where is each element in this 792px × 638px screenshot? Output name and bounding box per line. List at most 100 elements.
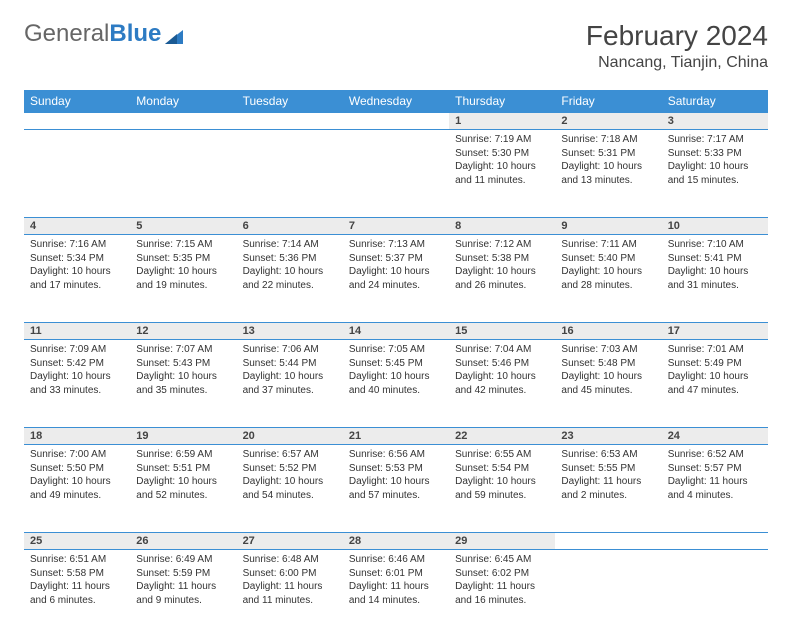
day-number-cell: 29 <box>449 533 555 550</box>
sunrise-label: Sunrise: 6:48 AM <box>243 553 337 567</box>
day-number-cell: 28 <box>343 533 449 550</box>
sunset-label: Sunset: 5:50 PM <box>30 462 124 476</box>
daylight-label: Daylight: 10 hours and 57 minutes. <box>349 475 443 502</box>
day-cell: Sunrise: 7:07 AMSunset: 5:43 PMDaylight:… <box>130 340 236 428</box>
day-cell: Sunrise: 7:04 AMSunset: 5:46 PMDaylight:… <box>449 340 555 428</box>
sunrise-label: Sunrise: 7:15 AM <box>136 238 230 252</box>
daylight-label: Daylight: 10 hours and 26 minutes. <box>455 265 549 292</box>
day-number-cell: 26 <box>130 533 236 550</box>
day-cell: Sunrise: 6:48 AMSunset: 6:00 PMDaylight:… <box>237 550 343 638</box>
sunset-label: Sunset: 5:34 PM <box>30 252 124 266</box>
sunset-label: Sunset: 5:49 PM <box>668 357 762 371</box>
day-cell: Sunrise: 6:53 AMSunset: 5:55 PMDaylight:… <box>555 445 661 533</box>
day-header: Saturday <box>662 90 768 113</box>
day-header: Wednesday <box>343 90 449 113</box>
sunrise-label: Sunrise: 7:01 AM <box>668 343 762 357</box>
day-number-cell: 23 <box>555 428 661 445</box>
sunset-label: Sunset: 5:51 PM <box>136 462 230 476</box>
daynum-row: 18192021222324 <box>24 428 768 445</box>
sunset-label: Sunset: 5:59 PM <box>136 567 230 581</box>
daylight-label: Daylight: 10 hours and 15 minutes. <box>668 160 762 187</box>
location-label: Nancang, Tianjin, China <box>586 54 768 72</box>
sunset-label: Sunset: 5:42 PM <box>30 357 124 371</box>
daynum-row: 2526272829 <box>24 533 768 550</box>
daylight-label: Daylight: 11 hours and 14 minutes. <box>349 580 443 607</box>
day-number-cell <box>237 113 343 130</box>
day-number-cell: 15 <box>449 323 555 340</box>
week-row: Sunrise: 6:51 AMSunset: 5:58 PM Daylight:… <box>24 550 768 638</box>
day-number-cell: 2 <box>555 113 661 130</box>
day-cell: Sunrise: 6:55 AMSunset: 5:54 PMDaylight:… <box>449 445 555 533</box>
day-number-cell: 19 <box>130 428 236 445</box>
day-number-cell: 6 <box>237 218 343 235</box>
sunset-label: Sunset: 5:48 PM <box>561 357 655 371</box>
brand-part2: Blue <box>109 20 161 48</box>
sunset-label: Sunset: 5:58 PM <box>30 567 124 581</box>
sunset-label: Sunset: 5:31 PM <box>561 147 655 161</box>
sunrise-label: Sunrise: 7:12 AM <box>455 238 549 252</box>
week-row: Sunrise: 7:16 AMSunset: 5:34 PMDaylight:… <box>24 235 768 323</box>
sunrise-label: Sunrise: 7:14 AM <box>243 238 337 252</box>
sunrise-label: Sunrise: 6:51 AM <box>30 553 124 567</box>
day-number-cell: 7 <box>343 218 449 235</box>
day-cell: Sunrise: 7:06 AMSunset: 5:44 PMDaylight:… <box>237 340 343 428</box>
daylight-label: Daylight: 10 hours and 19 minutes. <box>136 265 230 292</box>
sunrise-label: Sunrise: 7:11 AM <box>561 238 655 252</box>
title-block: February 2024 Nancang, Tianjin, China <box>586 20 768 72</box>
sunrise-label: Sunrise: 7:07 AM <box>136 343 230 357</box>
daynum-row: 123 <box>24 113 768 130</box>
sunrise-label: Sunrise: 7:04 AM <box>455 343 549 357</box>
day-number-cell: 24 <box>662 428 768 445</box>
daylight-label: Daylight: 10 hours and 31 minutes. <box>668 265 762 292</box>
daylight-label: Daylight: 10 hours and 11 minutes. <box>455 160 549 187</box>
sunrise-label: Sunrise: 7:10 AM <box>668 238 762 252</box>
month-title: February 2024 <box>586 20 768 52</box>
day-number-cell: 1 <box>449 113 555 130</box>
day-cell: Sunrise: 7:05 AMSunset: 5:45 PMDaylight:… <box>343 340 449 428</box>
day-number-cell: 27 <box>237 533 343 550</box>
day-cell: Sunrise: 7:00 AMSunset: 5:50 PMDaylight:… <box>24 445 130 533</box>
day-cell <box>130 130 236 218</box>
day-cell <box>343 130 449 218</box>
day-number-cell: 14 <box>343 323 449 340</box>
sunset-label: Sunset: 5:36 PM <box>243 252 337 266</box>
sunrise-label: Sunrise: 6:53 AM <box>561 448 655 462</box>
day-number-cell: 25 <box>24 533 130 550</box>
day-number-cell: 17 <box>662 323 768 340</box>
day-cell: Sunrise: 7:09 AMSunset: 5:42 PMDaylight:… <box>24 340 130 428</box>
sunrise-label: Sunrise: 6:55 AM <box>455 448 549 462</box>
sunrise-label: Sunrise: 7:19 AM <box>455 133 549 147</box>
day-number-cell <box>24 113 130 130</box>
daylight-label: Daylight: 10 hours and 47 minutes. <box>668 370 762 397</box>
daylight-label: Daylight: 10 hours and 40 minutes. <box>349 370 443 397</box>
day-cell <box>237 130 343 218</box>
sunrise-label: Sunrise: 6:56 AM <box>349 448 443 462</box>
day-number-cell: 16 <box>555 323 661 340</box>
daylight-label: Daylight: 10 hours and 24 minutes. <box>349 265 443 292</box>
sunset-label: Sunset: 5:55 PM <box>561 462 655 476</box>
day-number-cell: 3 <box>662 113 768 130</box>
sunset-label: Sunset: 5:53 PM <box>349 462 443 476</box>
daylight-label: Daylight: 10 hours and 52 minutes. <box>136 475 230 502</box>
sunrise-label: Sunrise: 6:49 AM <box>136 553 230 567</box>
daylight-label: Daylight: 11 hours and 2 minutes. <box>561 475 655 502</box>
daylight-label: Daylight: 10 hours and 35 minutes. <box>136 370 230 397</box>
sunrise-label: Sunrise: 7:18 AM <box>561 133 655 147</box>
sunset-label: Sunset: 5:38 PM <box>455 252 549 266</box>
day-number-cell: 9 <box>555 218 661 235</box>
daynum-row: 45678910 <box>24 218 768 235</box>
day-header: Friday <box>555 90 661 113</box>
day-number-cell: 21 <box>343 428 449 445</box>
day-cell: Sunrise: 6:52 AMSunset: 5:57 PMDaylight:… <box>662 445 768 533</box>
day-cell: Sunrise: 6:49 AMSunset: 5:59 PMDaylight:… <box>130 550 236 638</box>
week-row: Sunrise: 7:09 AMSunset: 5:42 PMDaylight:… <box>24 340 768 428</box>
calendar-table: Sunday Monday Tuesday Wednesday Thursday… <box>24 90 768 638</box>
daylight-label: Daylight: 11 hours and 9 minutes. <box>136 580 230 607</box>
sunset-label: Sunset: 5:45 PM <box>349 357 443 371</box>
daylight-label: Daylight: 10 hours and 37 minutes. <box>243 370 337 397</box>
day-number-cell <box>555 533 661 550</box>
week-row: Sunrise: 7:19 AMSunset: 5:30 PMDaylight:… <box>24 130 768 218</box>
daylight-label: Daylight: 11 hours and 4 minutes. <box>668 475 762 502</box>
daynum-row: 11121314151617 <box>24 323 768 340</box>
sunset-label: Sunset: 6:01 PM <box>349 567 443 581</box>
